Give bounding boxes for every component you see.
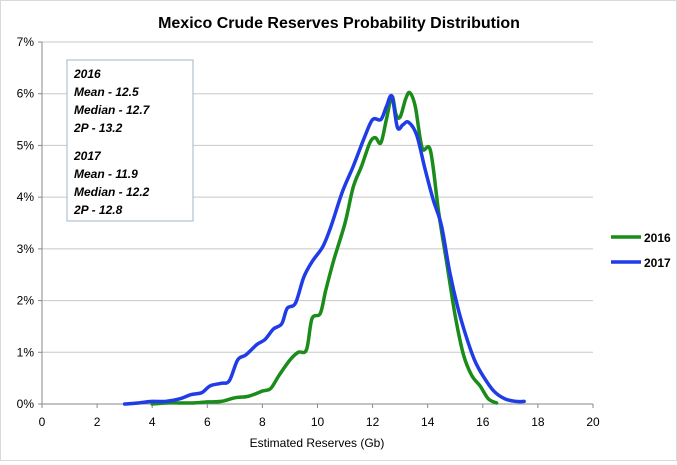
legend: 2016 2017 [611, 231, 671, 270]
legend-label-2016: 2016 [644, 231, 671, 245]
x-tick-label: 16 [476, 415, 490, 429]
x-axis-label: Estimated Reserves (Gb) [250, 436, 385, 450]
stats-annotation-line: 2P - 13.2 [73, 121, 123, 135]
y-tick-label: 5% [17, 138, 35, 152]
y-tick-label: 1% [17, 345, 35, 359]
series-line-2017 [122, 93, 526, 406]
x-tick-label: 18 [531, 415, 545, 429]
y-tick-label: 2% [17, 294, 35, 308]
stats-annotation-line: 2016 [73, 67, 101, 81]
y-tick-label: 3% [17, 242, 35, 256]
y-tick-label: 7% [17, 35, 35, 49]
stats-annotation-line: 2P - 12.8 [73, 203, 123, 217]
x-tick-label: 8 [259, 415, 266, 429]
series-lines [122, 90, 526, 406]
y-tick-label: 4% [17, 190, 35, 204]
stats-annotation-line: Median - 12.2 [74, 185, 150, 199]
stats-annotation-frame [66, 59, 194, 222]
y-tick-label: 0% [17, 397, 35, 411]
stats-annotation-line: 2017 [73, 149, 102, 163]
x-tick-label: 6 [204, 415, 211, 429]
y-tick-label: 6% [17, 87, 35, 101]
x-tick-label: 20 [586, 415, 600, 429]
legend-label-2017: 2017 [644, 256, 671, 270]
stats-annotation-box: 2016 Mean - 12.5 Median - 12.7 2P - 13.2 201… [66, 59, 194, 222]
stats-annotation-line: Median - 12.7 [74, 103, 151, 117]
x-tick-label: 4 [149, 415, 156, 429]
x-tick-labels: 0 2 4 6 8 10 12 14 16 18 20 [39, 415, 600, 429]
x-tick-label: 2 [94, 415, 101, 429]
x-tick-label: 0 [39, 415, 46, 429]
x-tick-label: 10 [311, 415, 325, 429]
x-tick-label: 12 [366, 415, 380, 429]
y-tick-labels: 0% 1% 2% 3% 4% 5% 6% 7% [17, 35, 35, 411]
chart-title: Mexico Crude Reserves Probability Distri… [158, 15, 520, 32]
stats-annotation-lines: 2016 Mean - 12.5 Median - 12.7 2P - 13.2 201… [73, 67, 151, 217]
stats-annotation-line: Mean - 11.9 [74, 167, 138, 181]
stats-annotation-line: Mean - 12.5 [74, 85, 139, 99]
x-tick-label: 14 [421, 415, 435, 429]
